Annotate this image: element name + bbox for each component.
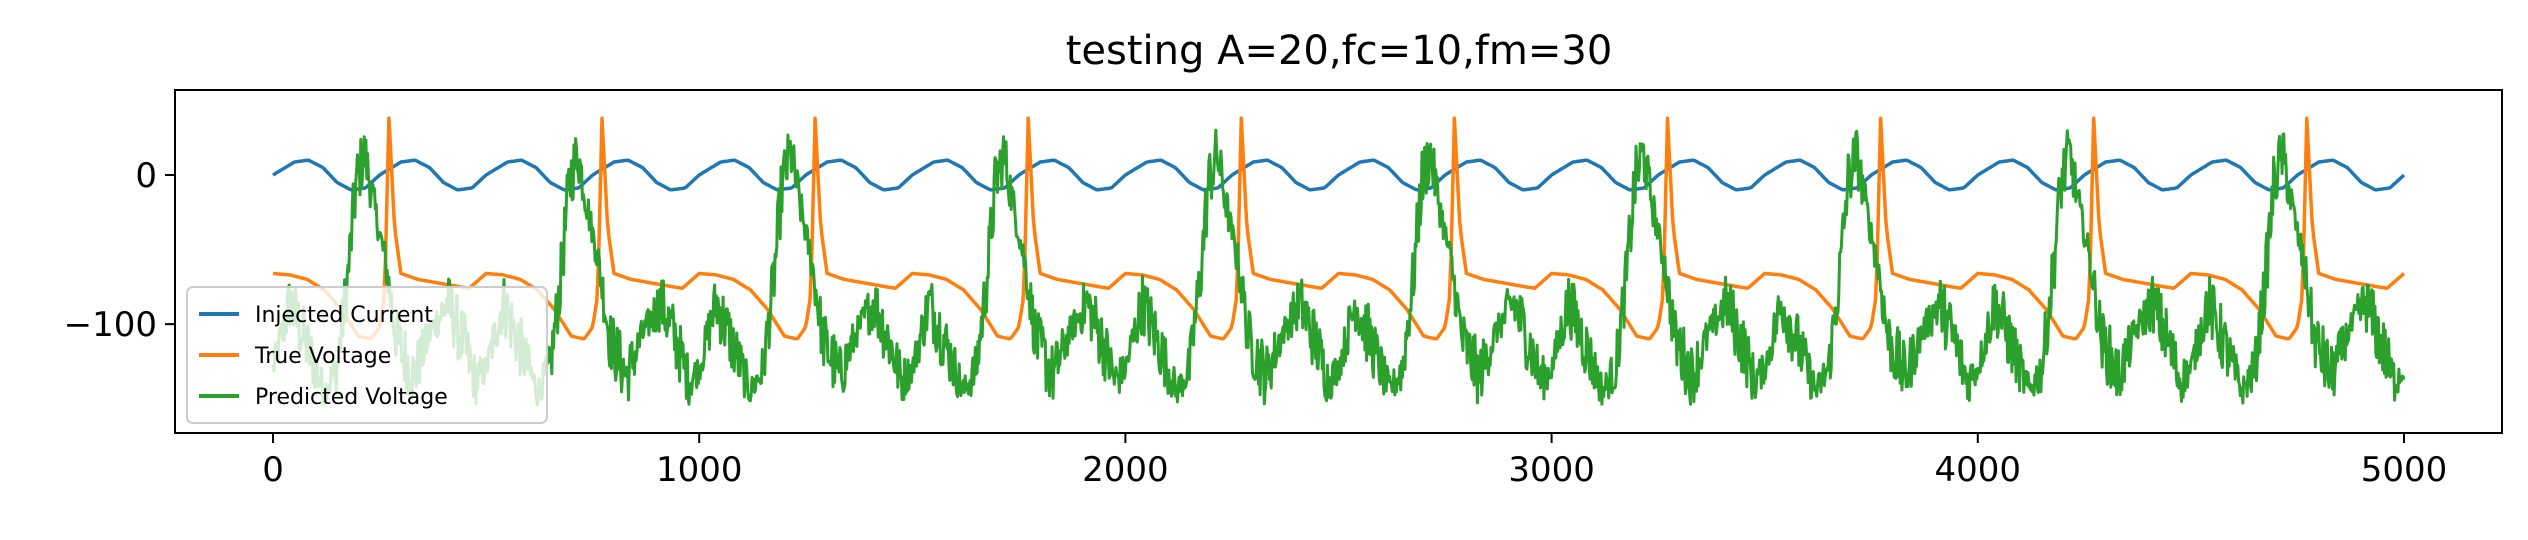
- y-tick-label: −100: [64, 305, 157, 345]
- x-tick-label: 2000: [1082, 450, 1169, 490]
- series-line-2: [271, 128, 2406, 407]
- x-tick-label: 1000: [656, 450, 743, 490]
- legend-label: Predicted Voltage: [255, 385, 448, 410]
- y-tick-label: 0: [135, 156, 157, 196]
- legend-box: [186, 286, 548, 424]
- plot-area: [271, 116, 2406, 407]
- x-tick-label: 4000: [1935, 450, 2022, 490]
- chart-title: testing A=20,fc=10,fm=30: [1066, 28, 1613, 74]
- y-axis: 0 −100: [64, 156, 175, 345]
- legend-label: True Voltage: [254, 344, 391, 369]
- legend: Injected Current True Voltage Predicted Vo…: [186, 286, 548, 424]
- x-axis: 0 1000 2000 3000 4000 5000: [262, 433, 2447, 490]
- legend-label: Injected Current: [255, 303, 433, 328]
- x-tick-label: 5000: [2361, 450, 2448, 490]
- x-tick-label: 0: [262, 450, 284, 490]
- x-tick-label: 3000: [1508, 450, 1595, 490]
- series-line-0: [272, 158, 2406, 192]
- axes-frame: [174, 89, 2503, 434]
